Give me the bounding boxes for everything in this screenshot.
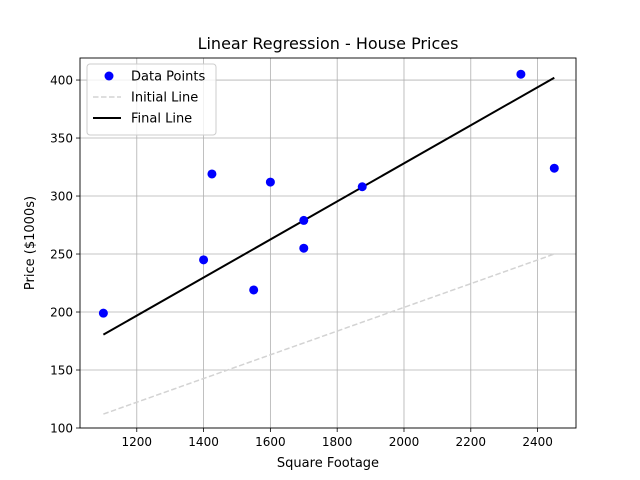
y-tick-label: 250 (50, 248, 73, 262)
data-point (98, 308, 108, 318)
data-point (549, 163, 559, 173)
y-tick-label: 350 (50, 132, 73, 146)
data-point (207, 169, 217, 179)
y-tick-label: 100 (50, 422, 73, 436)
x-tick-label: 1600 (255, 435, 286, 449)
legend-label: Data Points (131, 70, 205, 85)
axes-frame (79, 57, 577, 429)
y-tick-label: 300 (50, 190, 73, 204)
legend-label: Final Line (131, 112, 192, 127)
ticks-layer: 1200 1400 1600 1800 2000 2200 2400 100 150 200 250… (50, 74, 553, 449)
series-layer (98, 69, 559, 415)
data-point (516, 69, 526, 79)
x-tick-label: 2000 (389, 435, 420, 449)
y-tick-label: 200 (50, 306, 73, 320)
x-tick-label: 1400 (188, 435, 219, 449)
data-point (249, 285, 259, 295)
final-regression-line (102, 76, 555, 336)
x-tick-label: 1200 (122, 435, 153, 449)
data-point (357, 182, 367, 192)
x-tick-label: 1800 (322, 435, 353, 449)
data-point (265, 177, 275, 187)
y-tick-label: 400 (50, 74, 73, 88)
x-tick-label: 2400 (522, 435, 553, 449)
legend-label: Initial Line (131, 91, 198, 106)
data-point (299, 215, 309, 225)
data-point (299, 243, 309, 253)
y-axis-label: Price ($1000s) (23, 196, 38, 290)
y-tick-label: 150 (50, 364, 73, 378)
x-axis-label: Square Footage (277, 456, 379, 471)
legend: Data Points Initial Line Final Line (86, 63, 217, 136)
chart-title: Linear Regression - House Prices (198, 34, 459, 53)
x-tick-label: 2200 (456, 435, 487, 449)
legend-marker-data-points (104, 71, 114, 81)
data-point (199, 255, 209, 265)
